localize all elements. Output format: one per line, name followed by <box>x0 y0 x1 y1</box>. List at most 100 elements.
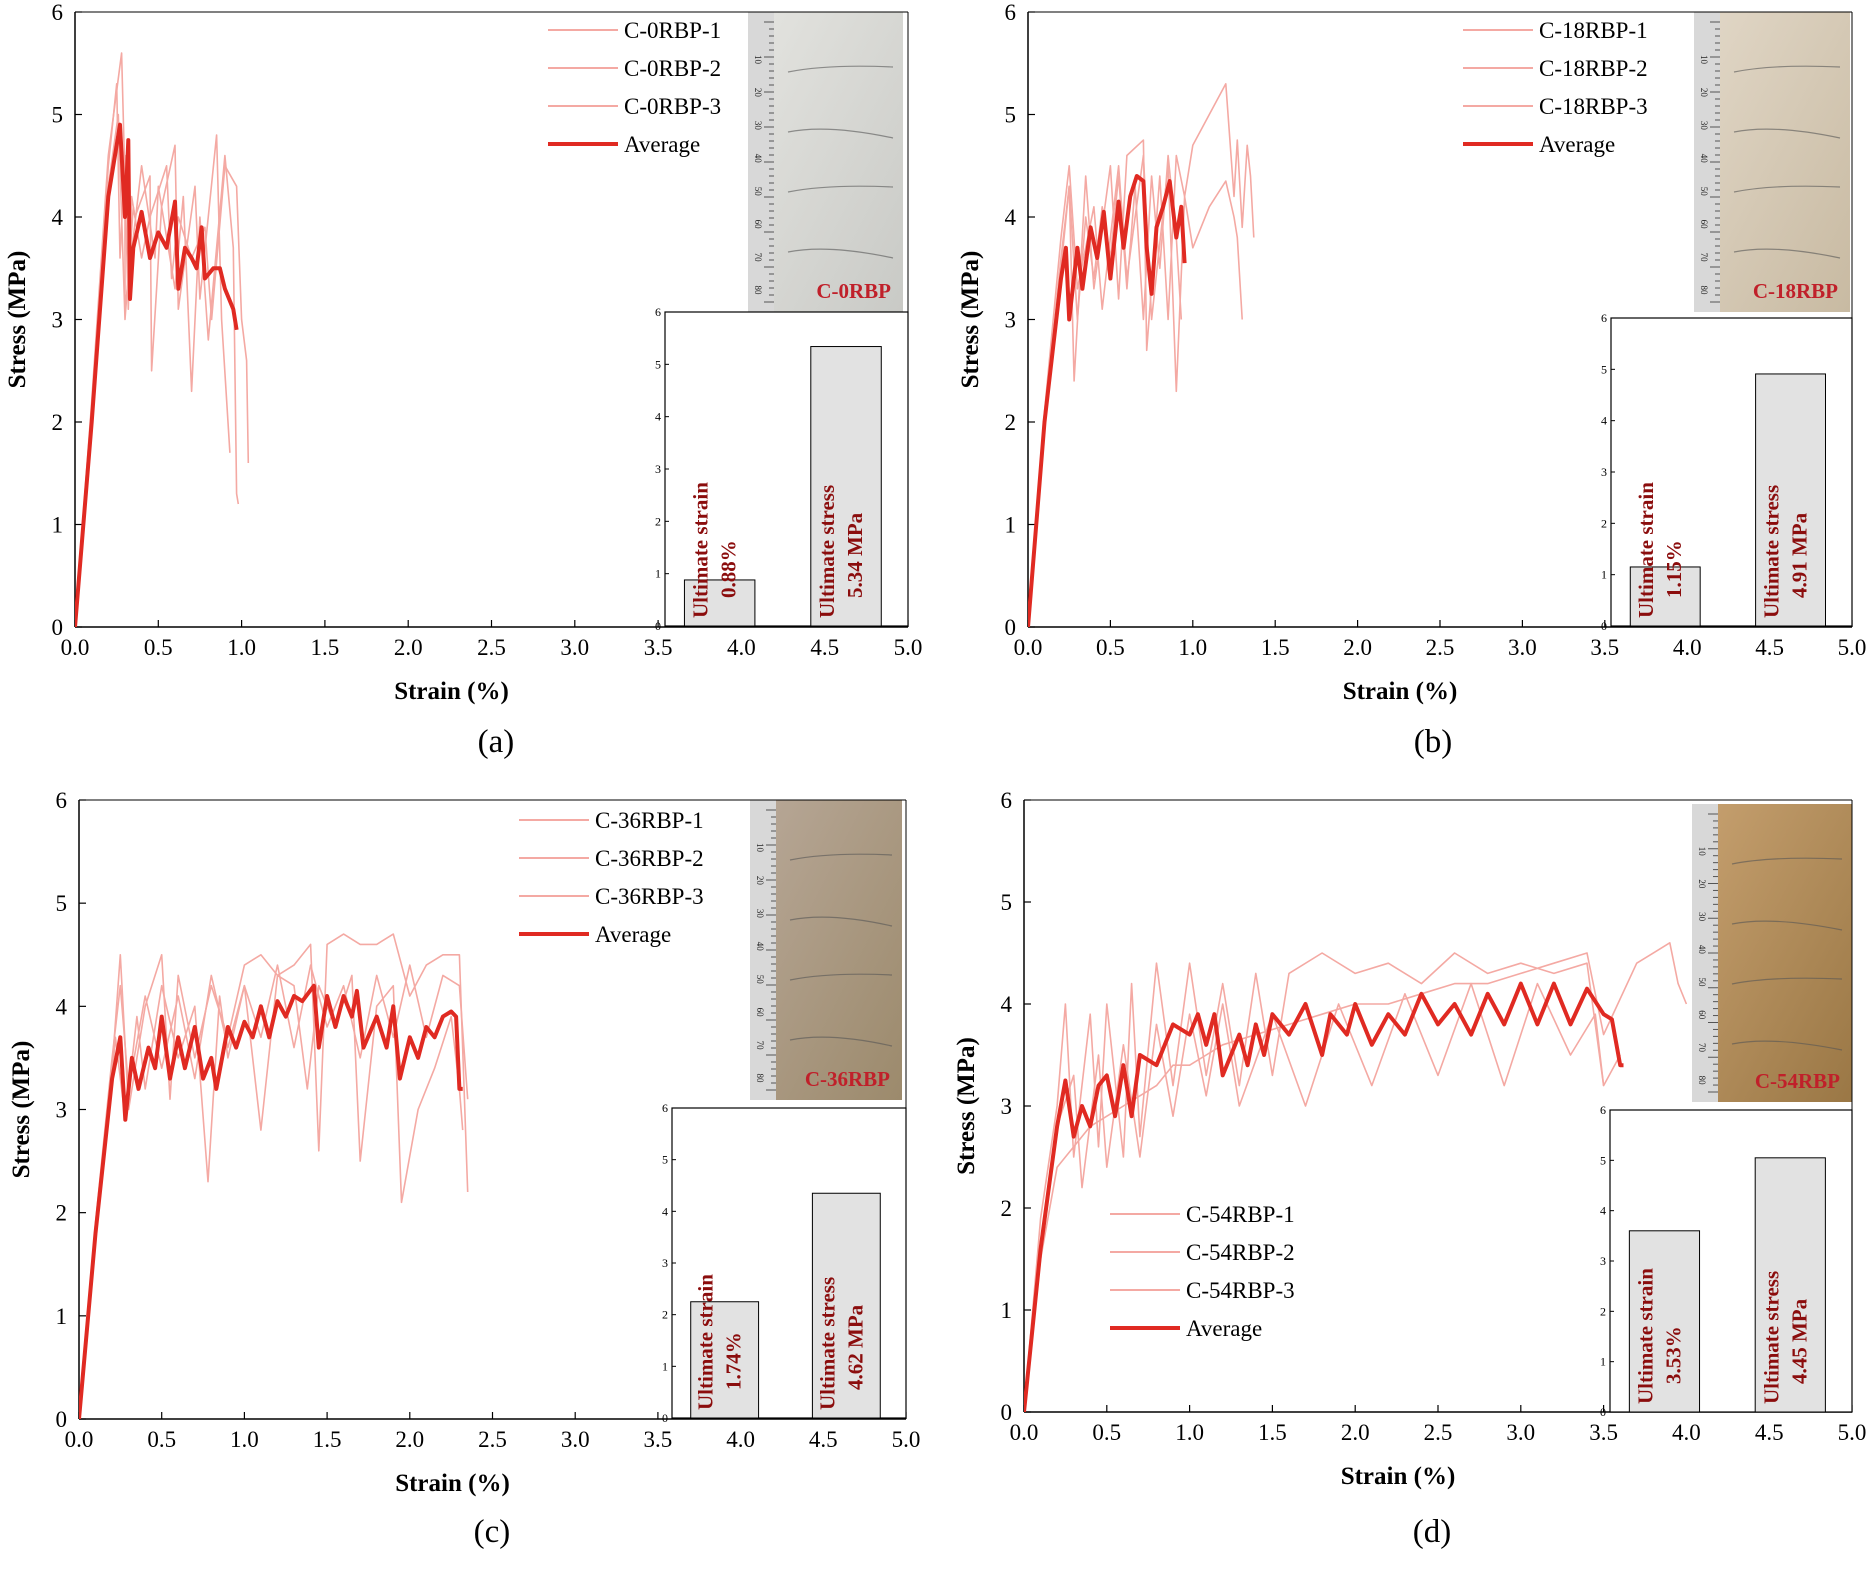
legend-label: C-36RBP-3 <box>595 884 704 909</box>
y-tick-label: 1 <box>52 513 64 538</box>
ruler-number: 60 <box>753 220 763 230</box>
legend-label: Average <box>1539 132 1615 157</box>
x-tick-label: 2.0 <box>1343 635 1372 660</box>
x-tick-label: 4.0 <box>1672 1420 1701 1445</box>
panel-caption: (a) <box>478 724 515 760</box>
y-tick-label: 5 <box>1005 103 1017 128</box>
ruler-number: 80 <box>753 286 763 296</box>
y-tick-label: 0 <box>1005 615 1017 640</box>
crack-line <box>1731 920 1843 931</box>
inset-bar-label: Ultimate strain <box>1633 1268 1657 1404</box>
series-line-3 <box>75 113 250 627</box>
series-line-1 <box>1024 941 1688 1412</box>
inset-bar-label: Ultimate stress <box>1759 1271 1783 1404</box>
y-tick-label: 3 <box>1001 1094 1013 1119</box>
ultimate-values-inset: 0 1 2 3 4 5 6 Ultimate strain 1.15% Ultimate stre… <box>1601 311 1853 633</box>
inset-bar-value: 4.62 MPa <box>843 1304 867 1390</box>
ruler-number: 40 <box>1697 945 1707 955</box>
x-tick-label: 1.5 <box>1258 1420 1287 1445</box>
x-tick-label: 0.0 <box>1010 1420 1039 1445</box>
inset-bar-label: Ultimate strain <box>694 1274 718 1410</box>
inset-bar-value: 1.74% <box>722 1332 746 1390</box>
inset-tick-label: 1 <box>1601 568 1607 582</box>
inset-bar-value: 1.15% <box>1662 540 1686 598</box>
crack-line <box>1733 65 1841 73</box>
specimen-photo: 10 20 30 40 50 60 70 80 C-18RBP <box>1694 12 1850 312</box>
legend-label: Average <box>1186 1316 1262 1341</box>
panel-caption: (d) <box>1413 1514 1451 1550</box>
x-tick-label: 3.0 <box>1508 635 1537 660</box>
series-line-average <box>1024 981 1624 1412</box>
inset-tick-label: 3 <box>1600 1254 1606 1268</box>
specimen-photo: 10 20 30 40 50 60 70 80 C-36RBP <box>750 800 902 1100</box>
ultimate-values-inset: 0 1 2 3 4 5 6 Ultimate strain 3.53% Ultimate stre… <box>1600 1103 1853 1419</box>
x-tick-label: 0.5 <box>1096 635 1125 660</box>
ruler-number: 20 <box>1697 879 1707 889</box>
x-tick-label: 0.5 <box>147 1427 176 1452</box>
specimen-photo: 10 20 30 40 50 60 70 80 C-0RBP <box>748 12 903 312</box>
x-tick-label: 2.0 <box>394 635 423 660</box>
x-tick-label: 2.5 <box>477 635 506 660</box>
crack-line <box>1731 857 1843 865</box>
panel-caption: (b) <box>1414 724 1452 760</box>
legend-label: C-54RBP-3 <box>1186 1278 1295 1303</box>
crack-line <box>1731 1040 1843 1051</box>
ruler-number: 50 <box>1699 187 1709 197</box>
legend: C-18RBP-1 C-18RBP-2 C-18RBP-3 Average <box>1463 18 1648 157</box>
crack-line <box>1733 248 1841 259</box>
series-line-2 <box>79 974 464 1419</box>
ruler-number: 30 <box>1697 912 1707 922</box>
ruler-number: 60 <box>755 1008 765 1018</box>
y-tick-label: 2 <box>52 410 64 435</box>
series-line-3 <box>1024 982 1605 1412</box>
y-tick-label: 5 <box>52 103 64 128</box>
x-tick-label: 0.0 <box>65 1427 94 1452</box>
curves <box>75 52 250 627</box>
y-tick-label: 2 <box>1005 410 1017 435</box>
ruler-number: 20 <box>1699 88 1709 98</box>
specimen-label: C-36RBP <box>805 1067 890 1091</box>
x-tick-label: 4.5 <box>810 635 839 660</box>
inset-bar-value: 5.34 MPa <box>843 512 867 598</box>
x-tick-label: 1.0 <box>227 635 256 660</box>
inset-bar-value: 0.88% <box>717 540 741 598</box>
x-tick-label: 1.5 <box>1261 635 1290 660</box>
y-axis-title: Stress (MPa) <box>8 1041 35 1179</box>
legend-label: C-54RBP-1 <box>1186 1202 1295 1227</box>
inset-bar-strain <box>683 579 756 627</box>
inset-tick-label: 2 <box>1600 1304 1606 1318</box>
x-axis-title: Strain (%) <box>1341 1463 1456 1490</box>
inset-bar-label: Ultimate stress <box>815 485 839 618</box>
ruler-number: 20 <box>755 876 765 886</box>
crack-line <box>789 916 893 927</box>
series-line-average <box>75 122 239 627</box>
x-tick-label: 4.5 <box>1755 635 1784 660</box>
x-tick-label: 2.5 <box>1426 635 1455 660</box>
x-tick-label: 3.5 <box>1589 1420 1618 1445</box>
inset-bar-label: Ultimate strain <box>689 482 713 618</box>
x-axis-title: Strain (%) <box>395 1470 510 1497</box>
y-axis-title: Stress (MPa) <box>957 251 984 389</box>
inset-tick-label: 0 <box>662 1411 668 1425</box>
inset-tick-label: 1 <box>655 567 661 581</box>
ruler-number: 40 <box>753 154 763 164</box>
x-tick-label: 5.0 <box>892 1427 921 1452</box>
ruler-number: 40 <box>755 942 765 952</box>
y-tick-label: 3 <box>52 308 64 333</box>
crack-line <box>1731 977 1843 985</box>
ruler-number: 30 <box>753 121 763 131</box>
ruler-number: 80 <box>1697 1076 1707 1086</box>
ruler-number: 80 <box>1699 286 1709 296</box>
inset-tick-label: 3 <box>1601 465 1607 479</box>
x-tick-label: 3.5 <box>644 1427 673 1452</box>
inset-bar-label: Ultimate stress <box>815 1277 839 1410</box>
specimen-label: C-18RBP <box>1753 279 1838 303</box>
x-tick-label: 3.0 <box>561 1427 590 1452</box>
ruler-number: 80 <box>755 1074 765 1084</box>
x-tick-label: 4.0 <box>726 1427 755 1452</box>
y-tick-label: 0 <box>52 615 64 640</box>
legend-label: C-0RBP-1 <box>624 18 721 43</box>
specimen-label: C-54RBP <box>1755 1069 1840 1093</box>
